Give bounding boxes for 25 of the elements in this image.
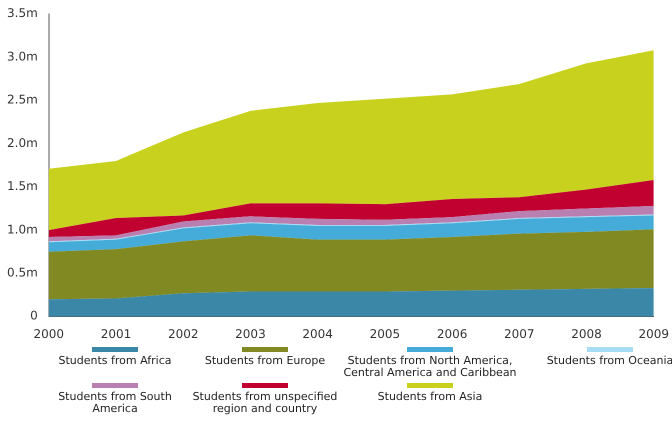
y-tick-label: 0.5m — [6, 265, 38, 280]
x-tick-label: 2009 — [638, 326, 670, 341]
x-tick-label: 2008 — [571, 326, 602, 341]
legend-label: Students from South America — [57, 390, 173, 415]
legend-label: Students from Europe — [204, 354, 326, 367]
legend-label: Students from unspecified region and country — [192, 390, 338, 415]
y-tick-label: 0 — [30, 308, 38, 323]
x-tick-label: 2003 — [235, 326, 266, 341]
x-tick-label: 2006 — [436, 326, 468, 341]
x-tick-label: 2000 — [34, 326, 64, 341]
y-tick-label: 2.5m — [6, 92, 38, 107]
legend-label: Students from Oceania — [546, 354, 672, 367]
x-tick-label: 2005 — [370, 326, 400, 341]
legend-label: Students from Asia — [378, 390, 482, 403]
y-tick-label: 1.0m — [6, 222, 38, 236]
y-tick-label: 2.0m — [6, 136, 38, 150]
y-tick-label: 3.5m — [6, 6, 38, 20]
x-tick-label: 2004 — [302, 326, 333, 341]
legend-label: Students from Africa — [58, 354, 172, 367]
x-tick-label: 2007 — [504, 326, 535, 341]
legend-label: Students from North America, Central America and Caribbean — [342, 354, 518, 379]
y-tick-label: 1.5m — [6, 179, 38, 194]
x-tick-label: 2002 — [168, 326, 198, 341]
y-tick-label: 3.0m — [6, 49, 38, 64]
x-tick-label: 2001 — [100, 326, 132, 341]
